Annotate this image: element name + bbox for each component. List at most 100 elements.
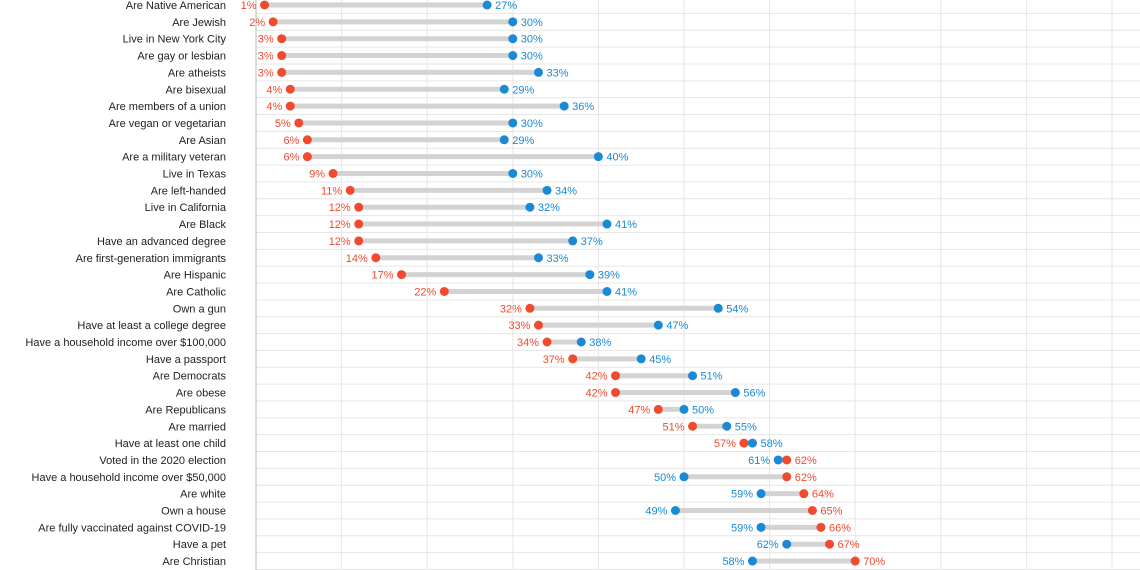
series-a-value-label: 4%: [266, 84, 282, 96]
series-a-value-label: 12%: [329, 202, 351, 214]
category-label: Are gay or lesbian: [137, 51, 226, 63]
dumbbell-row: Are Hispanic 17% 39%: [164, 270, 620, 282]
series-b-dot: [756, 522, 766, 532]
dumbbell-row: Are Black 12% 41%: [179, 219, 637, 231]
series-a-dot: [260, 0, 270, 10]
dumbbell-row: Are gay or lesbian 3% 30%: [137, 51, 543, 63]
category-label: Are Republicans: [145, 404, 226, 416]
series-a-dot: [688, 421, 698, 431]
dumbbell-row: Are Democrats 42% 51%: [153, 371, 723, 383]
series-a-value-label: 11%: [321, 185, 342, 197]
series-a-value-label: 3%: [258, 67, 274, 79]
series-b-value-label: 59%: [731, 489, 753, 501]
series-a-dot: [285, 84, 295, 94]
series-b-dot: [508, 51, 518, 61]
series-b-dot: [593, 152, 603, 162]
series-b-dot: [653, 320, 663, 330]
category-label: Have a household income over $100,000: [25, 337, 226, 349]
category-label: Voted in the 2020 election: [99, 455, 226, 467]
dumbbell-row: Have at least one child 57% 58%: [115, 438, 783, 450]
series-a-value-label: 22%: [414, 286, 436, 298]
series-a-value-label: 33%: [508, 320, 530, 332]
series-b-value-label: 30%: [521, 169, 543, 181]
dumbbell-row: Have a pet 67% 62%: [173, 539, 860, 551]
category-label: Are Catholic: [166, 286, 226, 298]
dumbbell-row: Live in Texas 9% 30%: [163, 169, 543, 181]
series-b-value-label: 56%: [743, 388, 765, 400]
series-a-value-label: 51%: [663, 421, 685, 433]
category-label: Have at least a college degree: [77, 320, 226, 332]
series-a-value-label: 42%: [585, 388, 607, 400]
category-label: Are fully vaccinated against COVID-19: [38, 522, 226, 534]
series-b-value-label: 40%: [606, 152, 628, 164]
series-a-dot: [782, 472, 792, 482]
category-label: Are left-handed: [151, 185, 226, 197]
series-b-dot: [782, 539, 792, 549]
series-a-value-label: 62%: [795, 472, 817, 484]
dumbbell-row: Own a house 65% 49%: [161, 506, 842, 518]
series-a-dot: [294, 118, 304, 128]
series-b-dot: [585, 270, 595, 280]
category-label: Are a military veteran: [122, 152, 226, 164]
series-b-value-label: 30%: [521, 17, 543, 29]
category-label: Are Native American: [126, 0, 226, 12]
series-a-value-label: 32%: [500, 303, 522, 315]
dumbbell-row: Are left-handed 11% 34%: [151, 185, 577, 197]
dumbbell-row: Are Republicans 47% 50%: [145, 404, 714, 416]
series-b-dot: [533, 253, 543, 263]
series-b-value-label: 41%: [615, 219, 637, 231]
series-a-value-label: 4%: [266, 101, 282, 113]
dumbbell-row: Are vegan or vegetarian 5% 30%: [109, 118, 543, 130]
dumbbell-row: Are Jewish 2% 30%: [172, 17, 543, 29]
dumbbell-row: Voted in the 2020 election 62% 61%: [99, 455, 817, 467]
series-a-value-label: 6%: [283, 135, 299, 147]
series-a-dot: [807, 506, 817, 515]
category-label: Are married: [169, 421, 226, 433]
dumbbell-row: Have at least a college degree 33% 47%: [77, 320, 688, 332]
series-b-dot: [559, 101, 569, 111]
series-a-value-label: 65%: [820, 506, 842, 518]
series-a-dot: [542, 337, 552, 347]
series-b-dot: [576, 337, 586, 347]
series-b-value-label: 58%: [760, 438, 782, 450]
series-b-dot: [508, 17, 518, 27]
gridlines: [255, 0, 1140, 570]
dumbbell-row: Have a household income over $100,000 34%…: [25, 337, 611, 349]
series-b-dot: [722, 421, 732, 431]
series-a-dot: [345, 185, 355, 195]
category-label: Are white: [180, 489, 226, 501]
series-b-value-label: 30%: [521, 34, 543, 46]
series-a-value-label: 14%: [346, 253, 368, 265]
series-a-value-label: 66%: [829, 522, 851, 534]
series-a-value-label: 3%: [258, 34, 274, 46]
category-label: Are Asian: [179, 135, 226, 147]
dumbbell-row: Are married 51% 55%: [169, 421, 758, 433]
dumbbell-row: Are bisexual 4% 29%: [165, 84, 534, 96]
series-b-value-label: 27%: [495, 0, 517, 12]
series-a-dot: [285, 101, 295, 111]
series-b-dot: [499, 135, 509, 145]
series-a-value-label: 9%: [309, 169, 325, 181]
category-label: Live in California: [145, 202, 227, 214]
series-a-value-label: 64%: [812, 489, 834, 501]
series-b-value-label: 32%: [538, 202, 560, 214]
series-b-dot: [602, 219, 612, 229]
series-b-value-label: 58%: [722, 556, 744, 568]
series-b-value-label: 41%: [615, 286, 637, 298]
dumbbell-row: Are white 64% 59%: [180, 489, 834, 501]
series-b-value-label: 37%: [581, 236, 603, 248]
series-b-dot: [670, 506, 680, 515]
series-a-value-label: 42%: [585, 371, 607, 383]
series-a-dot: [568, 354, 578, 364]
series-a-value-label: 47%: [628, 404, 650, 416]
series-b-dot: [542, 185, 552, 195]
category-label: Have at least one child: [115, 438, 226, 450]
series-b-value-label: 45%: [649, 354, 671, 366]
series-a-value-label: 1%: [241, 0, 257, 12]
category-label: Have a household income over $50,000: [32, 472, 226, 484]
series-b-value-label: 50%: [692, 404, 714, 416]
series-a-dot: [328, 169, 338, 178]
category-rows: Are Native American 1% 27% Are Jewish 2% 30% L…: [25, 0, 885, 568]
series-a-dot: [302, 152, 312, 162]
series-a-dot: [277, 67, 287, 77]
